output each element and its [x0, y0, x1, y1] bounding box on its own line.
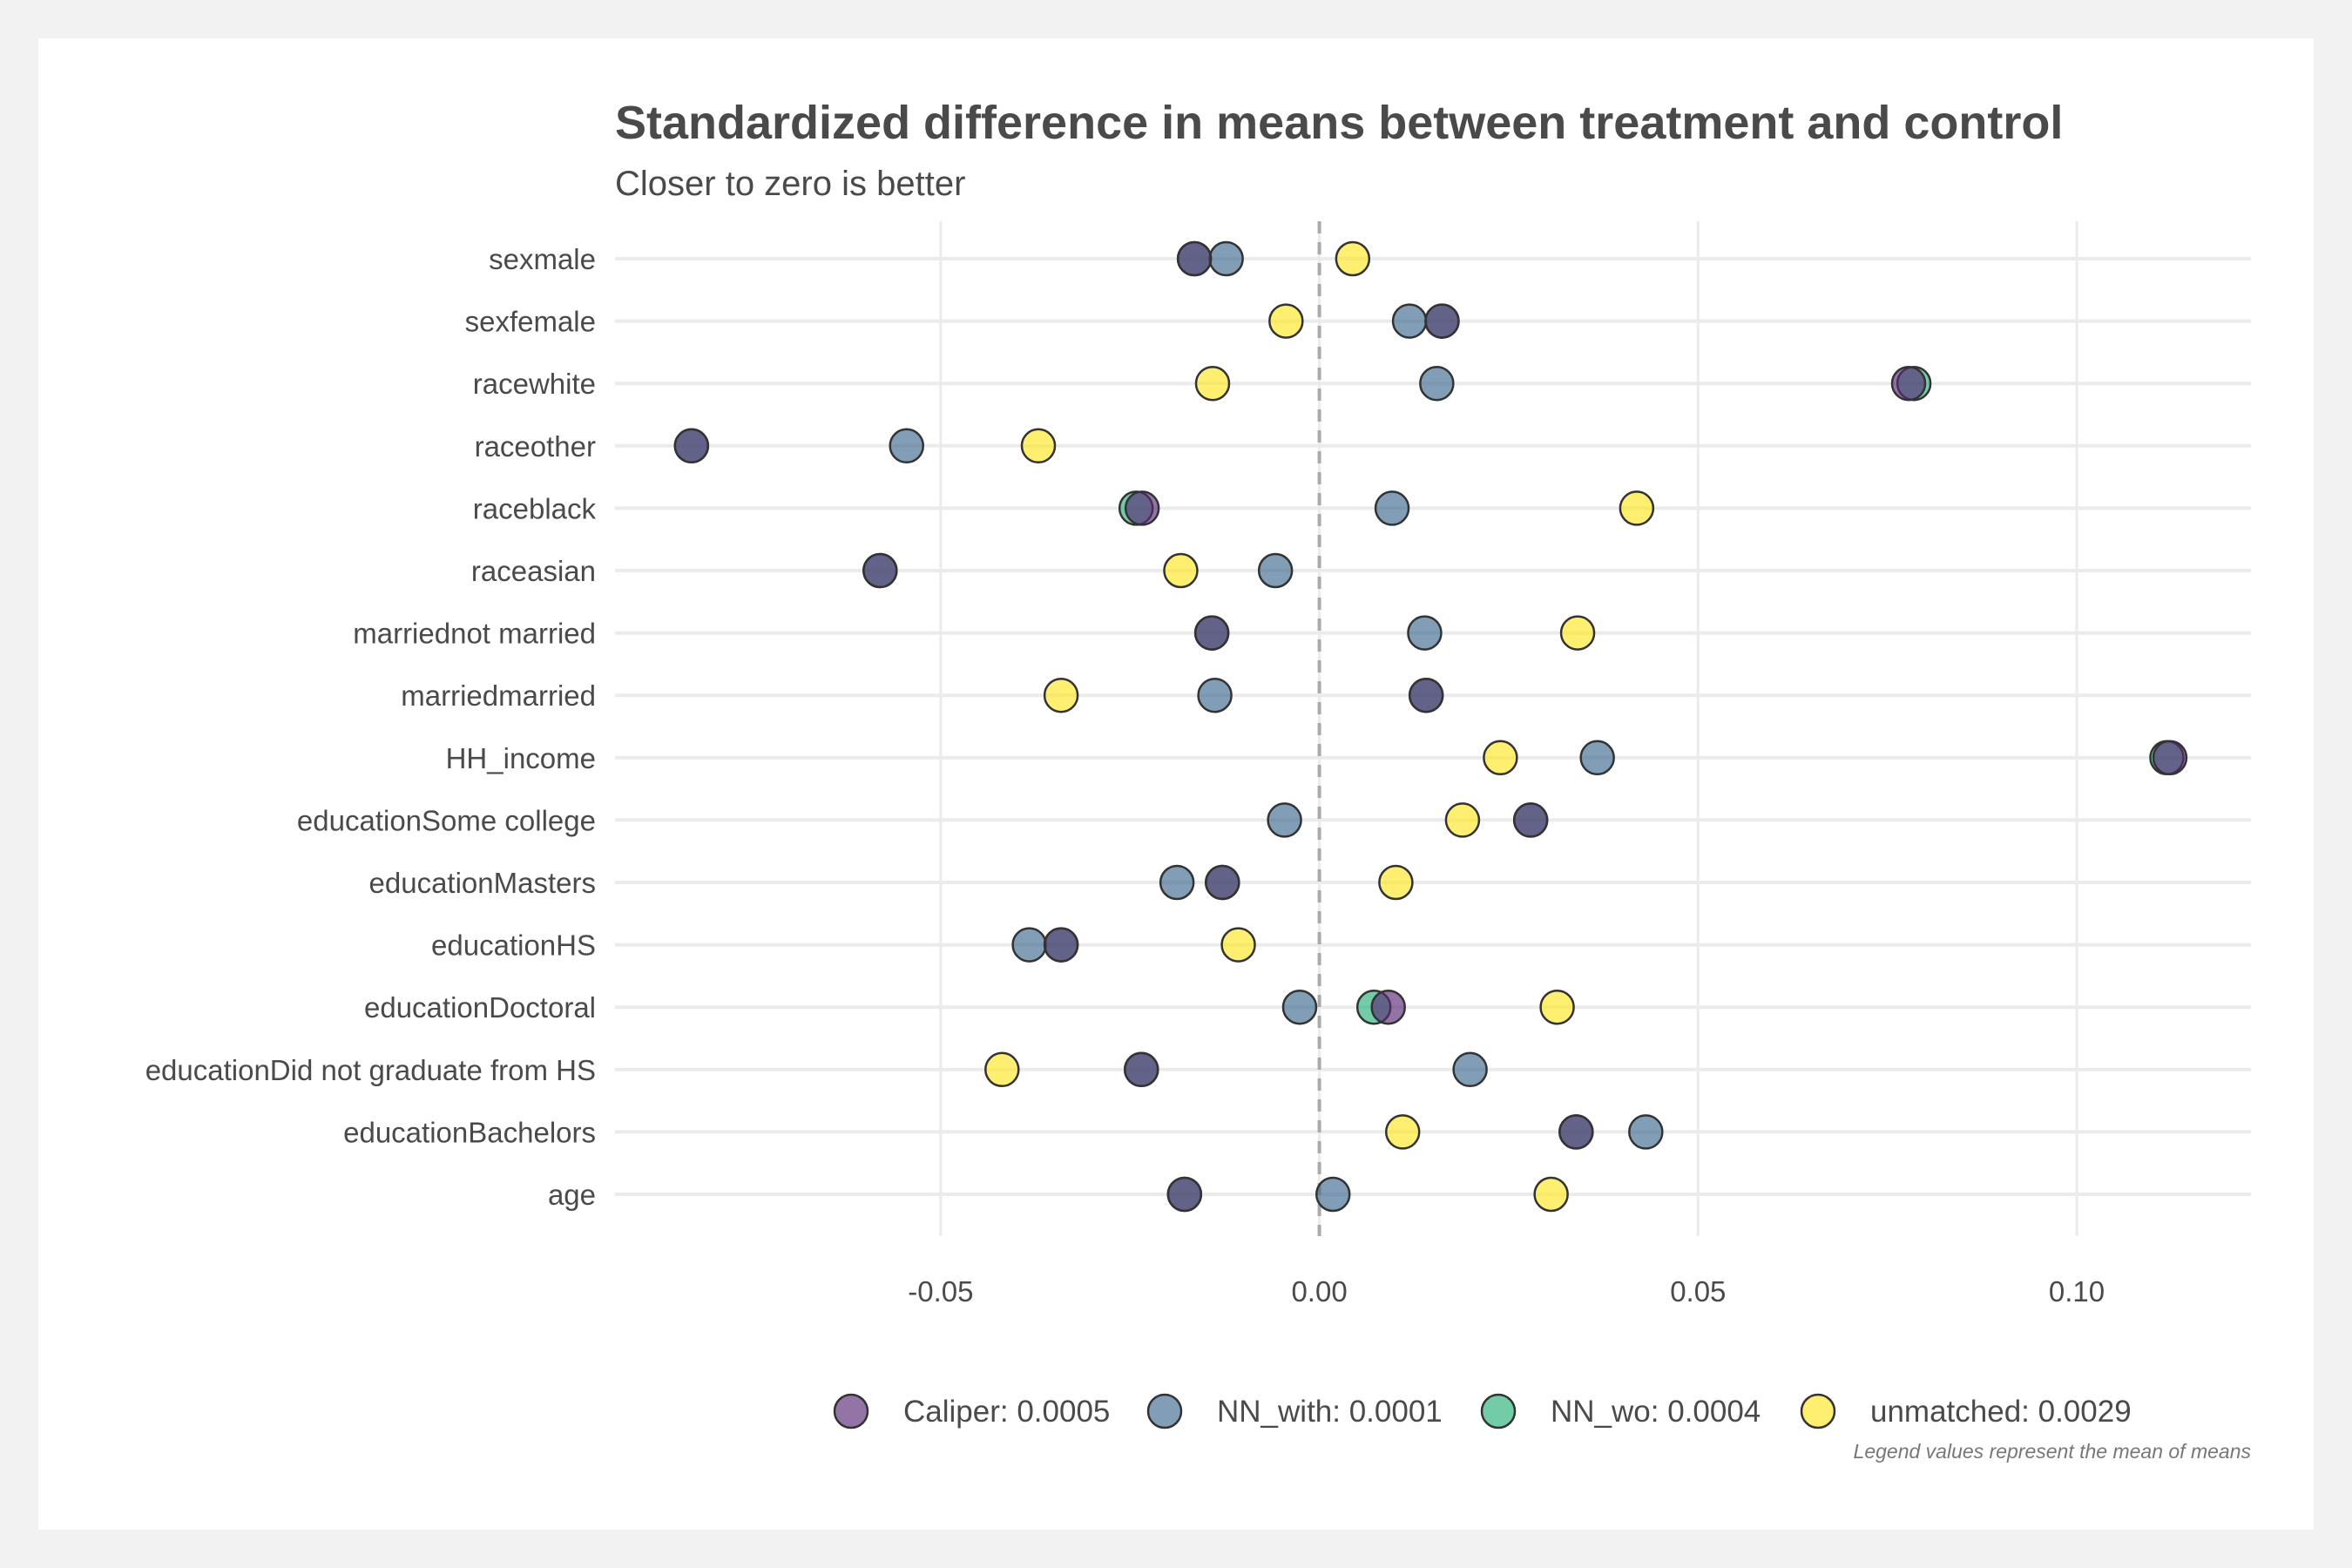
category-label: educationHS	[431, 929, 596, 962]
category-label: raceother	[475, 430, 596, 463]
data-point	[1043, 677, 1079, 713]
category-label: educationSome college	[297, 804, 596, 836]
category-label: marriednot married	[353, 618, 596, 650]
data-point	[1419, 365, 1455, 402]
data-point	[1197, 677, 1233, 713]
legend-key	[1146, 1393, 1183, 1429]
data-point	[1315, 1176, 1351, 1213]
data-point	[1159, 864, 1195, 901]
legend-key	[833, 1393, 869, 1429]
data-point	[1163, 552, 1199, 589]
data-point	[984, 1051, 1020, 1088]
category-label: raceblack	[473, 492, 597, 524]
data-point	[1408, 677, 1444, 713]
data-point	[1124, 1051, 1159, 1088]
data-point	[1208, 240, 1244, 277]
grid-lines	[615, 221, 2251, 1236]
data-point	[1424, 303, 1460, 339]
data-point	[1558, 1114, 1594, 1150]
y-axis-labels: sexmale sexfemale racewhite raceother racebl…	[145, 243, 597, 1211]
data-point	[673, 428, 710, 464]
chart-subtitle: Closer to zero is better	[615, 165, 965, 203]
category-label: sexfemale	[465, 306, 596, 338]
x-tick-label: 0.00	[1291, 1275, 1347, 1308]
data-point	[1619, 490, 1655, 526]
data-points	[673, 240, 2188, 1213]
x-tick-label: 0.10	[2049, 1275, 2105, 1308]
data-point	[1124, 490, 1160, 526]
data-point	[1452, 1051, 1488, 1088]
data-point	[1335, 240, 1371, 277]
x-axis-labels: -0.05 0.00 0.05 0.10	[908, 1275, 2105, 1308]
data-point	[1378, 864, 1414, 901]
data-point	[2152, 740, 2188, 776]
data-point	[1193, 615, 1230, 651]
data-point	[1374, 490, 1410, 526]
legend-label: Caliper: 0.0005	[903, 1395, 1110, 1429]
chart-panel: Standardized difference in means between…	[38, 38, 2314, 1530]
data-point	[1194, 365, 1231, 402]
data-point	[1257, 552, 1294, 589]
data-point	[1483, 740, 1518, 776]
data-point	[862, 552, 898, 589]
data-point	[1533, 1176, 1569, 1213]
data-point	[1559, 615, 1596, 651]
category-label: educationDid not graduate from HS	[145, 1054, 596, 1086]
data-point	[1539, 989, 1575, 1025]
chart-caption: Legend values represent the mean of mean…	[1854, 1440, 2252, 1463]
data-point	[1020, 428, 1057, 464]
category-label: HH_income	[446, 742, 596, 774]
legend: Caliper: 0.0005 NN_with: 0.0001 NN_wo: 0.0…	[833, 1393, 2132, 1429]
data-point	[1011, 927, 1047, 963]
legend-label: NN_wo: 0.0004	[1551, 1395, 1761, 1429]
chart-title: Standardized difference in means between…	[615, 97, 2063, 149]
category-label: marriedmarried	[401, 679, 596, 712]
legend-label: unmatched: 0.0029	[1870, 1395, 2132, 1429]
data-point	[1043, 927, 1079, 963]
data-point	[1268, 303, 1304, 339]
category-label: sexmale	[489, 243, 596, 275]
data-point	[1176, 240, 1213, 277]
data-point	[1166, 1176, 1203, 1213]
data-point	[1890, 365, 1927, 402]
legend-key	[1800, 1393, 1836, 1429]
legend-label: NN_with: 0.0001	[1217, 1395, 1443, 1429]
category-label: educationBachelors	[343, 1116, 596, 1148]
x-tick-label: 0.05	[1670, 1275, 1726, 1308]
x-tick-label: -0.05	[908, 1275, 973, 1308]
data-point	[1444, 802, 1481, 838]
data-point	[1205, 864, 1240, 901]
category-label: educationMasters	[369, 867, 596, 899]
dot-plot-chart: Standardized difference in means between…	[145, 97, 2252, 1463]
data-point	[1579, 740, 1615, 776]
data-point	[1370, 989, 1406, 1025]
category-label: age	[548, 1179, 596, 1211]
data-point	[889, 428, 924, 464]
data-point	[1391, 303, 1428, 339]
data-point	[1281, 989, 1318, 1025]
data-point	[1512, 802, 1549, 838]
legend-key	[1480, 1393, 1517, 1429]
data-point	[1267, 802, 1302, 838]
data-point	[1628, 1114, 1664, 1150]
category-label: educationDoctoral	[364, 991, 596, 1024]
category-label: racewhite	[473, 368, 596, 400]
data-point	[1220, 927, 1256, 963]
data-point	[1384, 1114, 1421, 1150]
category-label: raceasian	[471, 555, 596, 587]
data-point	[1407, 615, 1443, 651]
